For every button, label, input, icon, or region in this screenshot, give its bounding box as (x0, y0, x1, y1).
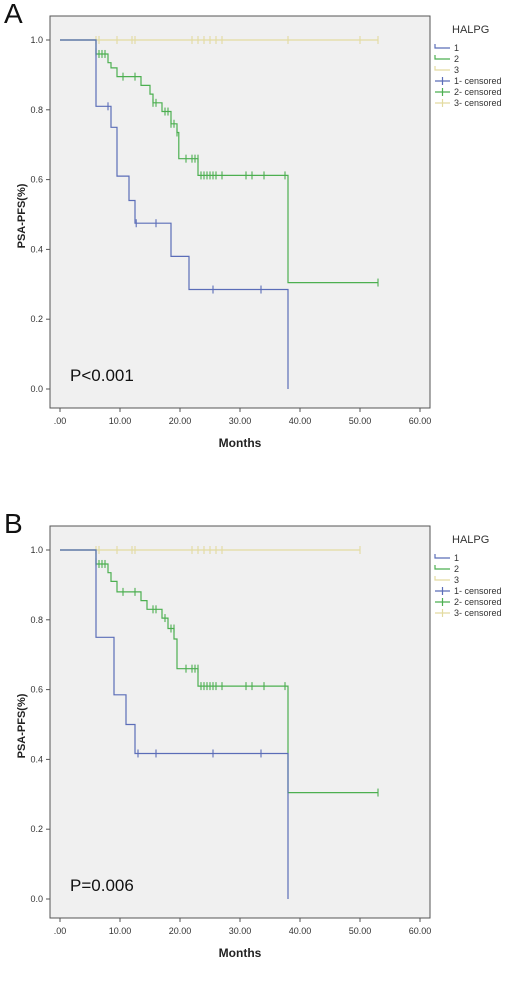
x-tick-label: 50.00 (349, 416, 372, 426)
legend-item: 2- censored (432, 86, 502, 97)
chart-svg-b: 0.0 0.2 0.4 0.6 0.8 1.0 .00 10.00 20.00 30.00 40.0… (30, 525, 432, 936)
legend-label: 3- censored (454, 607, 502, 618)
km-panel-a: 0.0 0.2 0.4 0.6 0.8 1.0 .00 10.00 20.00 30.00 40.0… (0, 0, 520, 482)
plot-area (49, 525, 431, 919)
legend-label: 3 (454, 574, 460, 585)
y-axis-label: PSA-PFS(%) (16, 183, 28, 249)
x-tick-label: 30.00 (229, 416, 252, 426)
p-value-label: P<0.001 (70, 366, 134, 385)
y-tick-label: 0.4 (30, 754, 43, 764)
panel-letter: B (4, 508, 23, 539)
y-tick-label: 0.0 (30, 894, 43, 904)
legend-item: 1 (432, 42, 502, 53)
y-tick-label: 0.4 (30, 244, 43, 254)
legend-item: 2 (432, 53, 502, 64)
x-tick-label: 20.00 (169, 926, 192, 936)
legend: 1 2 3 1- censored 2- censored 3- censore… (432, 552, 502, 618)
legend-item: 1- censored (432, 75, 502, 86)
p-value-label: P=0.006 (70, 876, 134, 895)
legend-label: 2 (454, 53, 460, 64)
y-tick-label: 0.2 (30, 314, 43, 324)
legend-label: 1 (454, 42, 460, 53)
legend-censor-1 (435, 77, 450, 85)
panel-letter: A (4, 0, 23, 29)
series-line-1 (60, 39, 289, 389)
km-panel-b: 0.0 0.2 0.4 0.6 0.8 1.0 .00 10.00 20.00 30.00 40.0… (0, 508, 520, 992)
y-tick-label: 0.8 (30, 105, 43, 115)
legend-censor-3 (435, 609, 450, 617)
x-tick-label: .00 (54, 926, 67, 936)
x-tick-label: .00 (54, 416, 67, 426)
legend-label: 3 (454, 64, 460, 75)
x-tick-label: 20.00 (169, 416, 192, 426)
y-tick-label: 1.0 (30, 35, 43, 45)
legend-censor-2 (435, 598, 450, 606)
legend-item: 3- censored (432, 97, 502, 108)
x-axis-label: Months (218, 946, 262, 960)
legend-censor-2 (435, 88, 450, 96)
legend-title: HALPG (452, 534, 490, 546)
y-tick-label: 0.2 (30, 824, 43, 834)
x-tick-label: 60.00 (409, 926, 432, 936)
y-tick-label: 0.8 (30, 615, 43, 625)
x-tick-label: 10.00 (109, 926, 132, 936)
y-tick-label: 0.0 (30, 384, 43, 394)
legend-swatch-2 (434, 565, 450, 570)
legend-label: 2- censored (454, 86, 502, 97)
x-tick-label: 60.00 (409, 416, 432, 426)
plot-area (49, 15, 431, 409)
legend-item: 2 (432, 563, 502, 574)
legend-item: 3- censored (432, 607, 502, 618)
y-axis-label: PSA-PFS(%) (16, 693, 28, 759)
legend-label: 1 (454, 552, 460, 563)
x-tick-label: 40.00 (289, 926, 312, 936)
legend-swatch-3 (434, 576, 450, 581)
legend-swatch-2 (434, 55, 450, 60)
legend-label: 3- censored (454, 97, 502, 108)
legend-item: 2- censored (432, 596, 502, 607)
legend-item: 1- censored (432, 585, 502, 596)
legend-swatch-1 (434, 554, 450, 559)
legend-label: 1- censored (454, 75, 502, 86)
series-line-2 (60, 39, 378, 284)
y-tick-label: 0.6 (30, 175, 43, 185)
y-tick-label: 0.6 (30, 685, 43, 695)
x-axis-label: Months (218, 436, 262, 450)
x-tick-label: 40.00 (289, 416, 312, 426)
chart-svg-a: 0.0 0.2 0.4 0.6 0.8 1.0 .00 10.00 20.00 30.00 40.0… (30, 15, 432, 426)
y-tick-label: 1.0 (30, 545, 43, 555)
x-tick-label: 30.00 (229, 926, 252, 936)
legend-label: 1- censored (454, 585, 502, 596)
legend-swatch-3 (434, 66, 450, 71)
series-line-1 (60, 549, 289, 899)
legend-item: 3 (432, 574, 502, 585)
x-tick-label: 10.00 (109, 416, 132, 426)
legend: 1 2 3 1- censored 2- censored 3- censore… (432, 42, 502, 108)
legend-title: HALPG (452, 24, 490, 36)
legend-item: 1 (432, 552, 502, 563)
legend-censor-3 (435, 99, 450, 107)
legend-item: 3 (432, 64, 502, 75)
legend-censor-1 (435, 587, 450, 595)
legend-label: 2 (454, 563, 460, 574)
legend-swatch-1 (434, 44, 450, 49)
x-tick-label: 50.00 (349, 926, 372, 936)
legend-label: 2- censored (454, 596, 502, 607)
